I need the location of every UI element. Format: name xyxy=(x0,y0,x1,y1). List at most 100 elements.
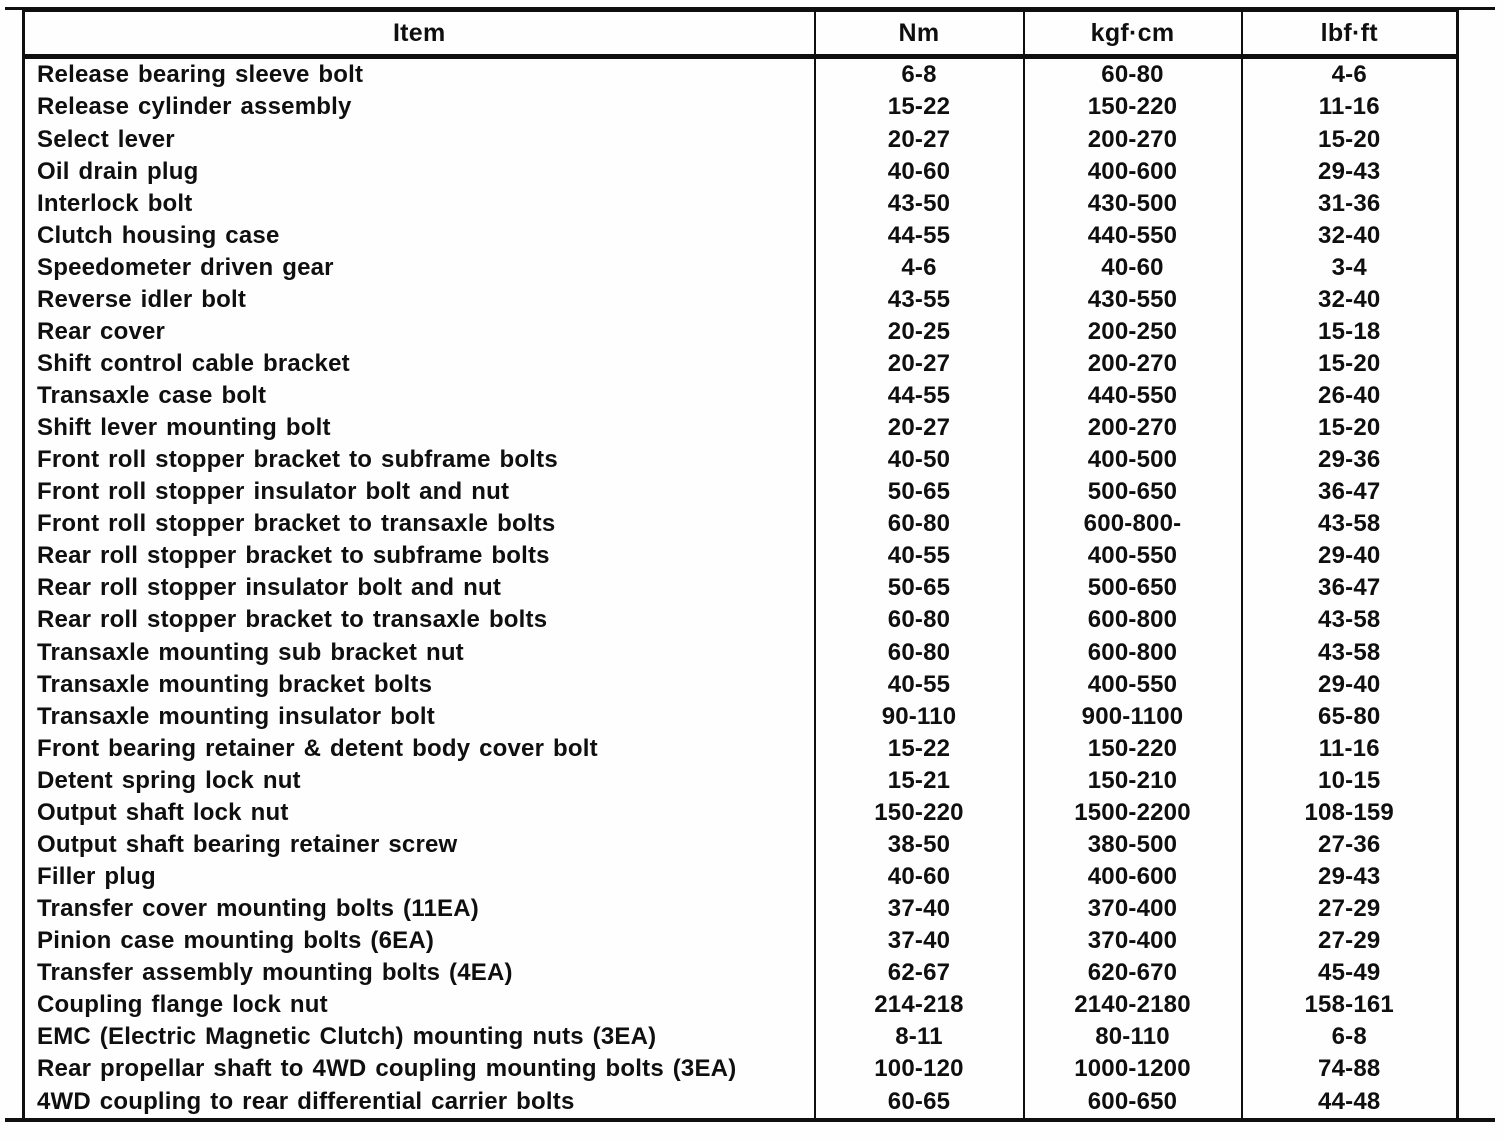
item-cell: Oil drain plug xyxy=(22,155,816,188)
torque-spec-table: Item Nm kgf·cm lbf·ft Release bearing sl… xyxy=(22,8,1459,1122)
kgfcm-cell: 370-400 xyxy=(1022,925,1243,958)
nm-cell: 44-55 xyxy=(813,219,1025,252)
header-kgfcm: kgf·cm xyxy=(1022,10,1243,59)
nm-cell: 50-65 xyxy=(813,476,1025,509)
kgfcm-cell: 500-650 xyxy=(1022,476,1243,509)
nm-cell: 40-50 xyxy=(813,444,1025,477)
header-row: Item Nm kgf·cm lbf·ft xyxy=(22,10,1459,59)
table-row: Output shaft lock nut 150-220 1500-2200 … xyxy=(22,796,1459,829)
kgfcm-cell: 200-270 xyxy=(1022,412,1243,445)
table-row: Release bearing sleeve bolt 6-8 60-80 4-… xyxy=(22,56,1459,92)
lbfft-cell: 4-6 xyxy=(1240,56,1459,92)
item-cell: Release cylinder assembly xyxy=(22,91,816,124)
nm-cell: 20-27 xyxy=(813,347,1025,380)
item-cell: Output shaft bearing retainer screw xyxy=(22,828,816,861)
kgfcm-cell: 60-80 xyxy=(1022,56,1243,92)
kgfcm-cell: 380-500 xyxy=(1022,828,1243,861)
table-row: Front roll stopper insulator bolt and nu… xyxy=(22,476,1459,509)
item-cell: Reverse idler bolt xyxy=(22,283,816,316)
table-row: Transfer assembly mounting bolts (4EA) 6… xyxy=(22,957,1459,990)
item-cell: Rear propellar shaft to 4WD coupling mou… xyxy=(22,1053,816,1086)
table-row: Pinion case mounting bolts (6EA) 37-40 3… xyxy=(22,925,1459,958)
kgfcm-cell: 400-600 xyxy=(1022,155,1243,188)
table-row: Transaxle mounting sub bracket nut 60-80… xyxy=(22,636,1459,669)
kgfcm-cell: 620-670 xyxy=(1022,957,1243,990)
item-cell: Front roll stopper insulator bolt and nu… xyxy=(22,476,816,509)
item-cell: EMC (Electric Magnetic Clutch) mounting … xyxy=(22,1021,816,1054)
lbfft-cell: 29-36 xyxy=(1240,444,1459,477)
nm-cell: 150-220 xyxy=(813,796,1025,829)
lbfft-cell: 43-58 xyxy=(1240,604,1459,637)
kgfcm-cell: 400-500 xyxy=(1022,444,1243,477)
item-cell: Pinion case mounting bolts (6EA) xyxy=(22,925,816,958)
nm-cell: 60-80 xyxy=(813,636,1025,669)
lbfft-cell: 29-40 xyxy=(1240,540,1459,573)
item-cell: Shift control cable bracket xyxy=(22,347,816,380)
lbfft-cell: 15-20 xyxy=(1240,347,1459,380)
kgfcm-cell: 900-1100 xyxy=(1022,700,1243,733)
header-item: Item xyxy=(22,10,816,59)
table-body: Release bearing sleeve bolt 6-8 60-80 4-… xyxy=(22,56,1459,1120)
nm-cell: 15-22 xyxy=(813,732,1025,765)
kgfcm-cell: 1500-2200 xyxy=(1022,796,1243,829)
nm-cell: 8-11 xyxy=(813,1021,1025,1054)
kgfcm-cell: 200-250 xyxy=(1022,315,1243,348)
kgfcm-cell: 150-220 xyxy=(1022,732,1243,765)
item-cell: Filler plug xyxy=(22,860,816,893)
lbfft-cell: 29-43 xyxy=(1240,860,1459,893)
kgfcm-cell: 400-550 xyxy=(1022,668,1243,701)
kgfcm-cell: 600-800- xyxy=(1022,508,1243,541)
kgfcm-cell: 2140-2180 xyxy=(1022,989,1243,1022)
item-cell: Shift lever mounting bolt xyxy=(22,412,816,445)
lbfft-cell: 27-36 xyxy=(1240,828,1459,861)
kgfcm-cell: 430-550 xyxy=(1022,283,1243,316)
nm-cell: 44-55 xyxy=(813,379,1025,413)
lbfft-cell: 27-29 xyxy=(1240,925,1459,958)
lbfft-cell: 10-15 xyxy=(1240,764,1459,797)
table-row: Oil drain plug 40-60 400-600 29-43 xyxy=(22,155,1459,188)
nm-cell: 40-55 xyxy=(813,540,1025,573)
item-cell: Release bearing sleeve bolt xyxy=(22,56,816,92)
table-row: Front bearing retainer & detent body cov… xyxy=(22,732,1459,765)
item-cell: Transaxle mounting bracket bolts xyxy=(22,668,816,701)
item-cell: Clutch housing case xyxy=(22,219,816,252)
nm-cell: 20-27 xyxy=(813,123,1025,156)
table-row: Transaxle mounting bracket bolts 40-55 4… xyxy=(22,668,1459,701)
nm-cell: 40-55 xyxy=(813,668,1025,701)
nm-cell: 4-6 xyxy=(813,251,1025,284)
kgfcm-cell: 500-650 xyxy=(1022,572,1243,605)
nm-cell: 15-22 xyxy=(813,91,1025,124)
table-row: Rear roll stopper bracket to transaxle b… xyxy=(22,604,1459,637)
header-lbfft: lbf·ft xyxy=(1240,10,1459,59)
kgfcm-cell: 150-220 xyxy=(1022,91,1243,124)
lbfft-cell: 158-161 xyxy=(1240,989,1459,1022)
item-cell: Coupling flange lock nut xyxy=(22,989,816,1022)
nm-cell: 43-50 xyxy=(813,187,1025,220)
table-row: Filler plug 40-60 400-600 29-43 xyxy=(22,860,1459,893)
lbfft-cell: 11-16 xyxy=(1240,732,1459,765)
item-cell: Transfer cover mounting bolts (11EA) xyxy=(22,892,816,926)
nm-cell: 38-50 xyxy=(813,828,1025,861)
table-row: Select lever 20-27 200-270 15-20 xyxy=(22,123,1459,156)
table-row: Rear roll stopper insulator bolt and nut… xyxy=(22,572,1459,605)
nm-cell: 40-60 xyxy=(813,860,1025,893)
lbfft-cell: 27-29 xyxy=(1240,892,1459,926)
item-cell: Rear roll stopper insulator bolt and nut xyxy=(22,572,816,605)
item-cell: Output shaft lock nut xyxy=(22,796,816,829)
lbfft-cell: 32-40 xyxy=(1240,283,1459,316)
item-cell: Rear roll stopper bracket to transaxle b… xyxy=(22,604,816,637)
table-row: Detent spring lock nut 15-21 150-210 10-… xyxy=(22,764,1459,797)
item-cell: 4WD coupling to rear differential carrie… xyxy=(22,1085,816,1120)
lbfft-cell: 45-49 xyxy=(1240,957,1459,990)
nm-cell: 60-80 xyxy=(813,604,1025,637)
kgfcm-cell: 200-270 xyxy=(1022,347,1243,380)
kgfcm-cell: 80-110 xyxy=(1022,1021,1243,1054)
kgfcm-cell: 430-500 xyxy=(1022,187,1243,220)
kgfcm-cell: 600-800 xyxy=(1022,636,1243,669)
nm-cell: 60-65 xyxy=(813,1085,1025,1120)
table-row: Interlock bolt 43-50 430-500 31-36 xyxy=(22,187,1459,220)
table-row: Clutch housing case 44-55 440-550 32-40 xyxy=(22,219,1459,252)
nm-cell: 50-65 xyxy=(813,572,1025,605)
lbfft-cell: 11-16 xyxy=(1240,91,1459,124)
lbfft-cell: 3-4 xyxy=(1240,251,1459,284)
